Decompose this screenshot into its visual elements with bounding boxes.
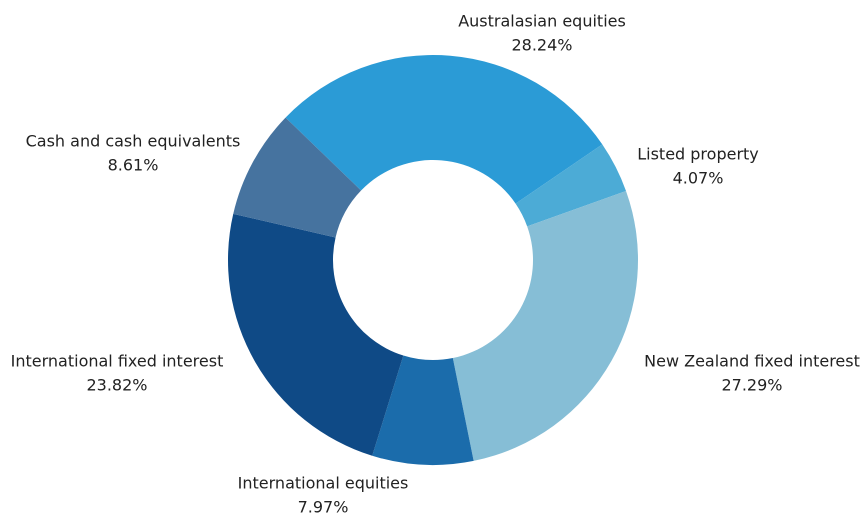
donut-slice [452,190,638,461]
slice-label: International fixed interest [11,352,224,371]
slice-label: New Zealand fixed interest [644,352,860,371]
slice-label: International equities [238,474,409,493]
donut-slice [372,355,474,465]
slice-label: Listed property [637,145,759,164]
donut-slice [515,144,627,227]
donut-slice [285,54,603,204]
slice-value-label: 7.97% [298,498,349,513]
slice-value-label: 28.24% [511,36,572,55]
slice-label: Australasian equities [458,12,626,31]
donut-slice [228,213,404,456]
slice-value-label: 4.07% [673,169,724,188]
slice-value-label: 8.61% [108,156,159,175]
slice-label: Cash and cash equivalents [26,132,241,151]
slice-value-label: 23.82% [86,376,147,395]
donut-slice [233,117,362,238]
slice-value-label: 27.29% [721,376,782,395]
